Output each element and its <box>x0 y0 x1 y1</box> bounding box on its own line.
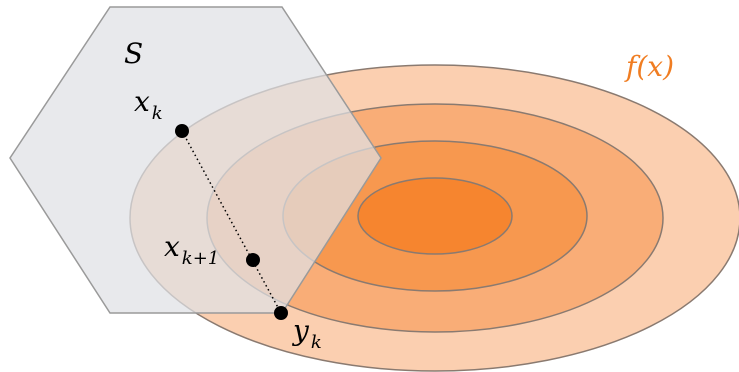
level-set-inner <box>357 177 513 255</box>
label-x-k-plus-1: x k+1 <box>164 230 219 269</box>
label-x-k-sub: k <box>152 103 163 124</box>
point-y-k <box>274 306 288 320</box>
step-direction-line <box>181 130 282 314</box>
point-x-k-plus-1 <box>246 253 260 267</box>
label-y-k-base: y <box>291 314 310 347</box>
point-x-k <box>175 124 189 138</box>
set-label: S <box>124 37 143 70</box>
label-x-k-plus-1-base: x <box>164 230 180 263</box>
label-x-k-plus-1-sub: k+1 <box>182 248 219 269</box>
function-label: f(x) <box>624 50 674 83</box>
label-x-k-base: x <box>134 85 150 118</box>
label-y-k-sub: k <box>311 332 322 353</box>
